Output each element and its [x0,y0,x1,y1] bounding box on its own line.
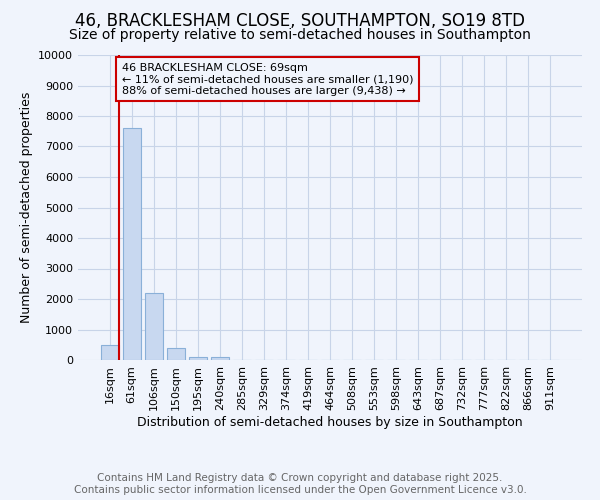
Text: 46, BRACKLESHAM CLOSE, SOUTHAMPTON, SO19 8TD: 46, BRACKLESHAM CLOSE, SOUTHAMPTON, SO19… [75,12,525,30]
Text: Size of property relative to semi-detached houses in Southampton: Size of property relative to semi-detach… [69,28,531,42]
Bar [145,293,163,360]
Text: 46 BRACKLESHAM CLOSE: 69sqm
← 11% of semi-detached houses are smaller (1,190)
88: 46 BRACKLESHAM CLOSE: 69sqm ← 11% of sem… [122,62,413,96]
Bar [167,348,185,360]
Bar [123,128,140,360]
Y-axis label: Number of semi-detached properties: Number of semi-detached properties [20,92,32,323]
Bar [189,357,206,360]
Bar [101,345,119,360]
Text: Contains HM Land Registry data © Crown copyright and database right 2025.
Contai: Contains HM Land Registry data © Crown c… [74,474,526,495]
Bar [211,357,229,360]
X-axis label: Distribution of semi-detached houses by size in Southampton: Distribution of semi-detached houses by … [137,416,523,428]
